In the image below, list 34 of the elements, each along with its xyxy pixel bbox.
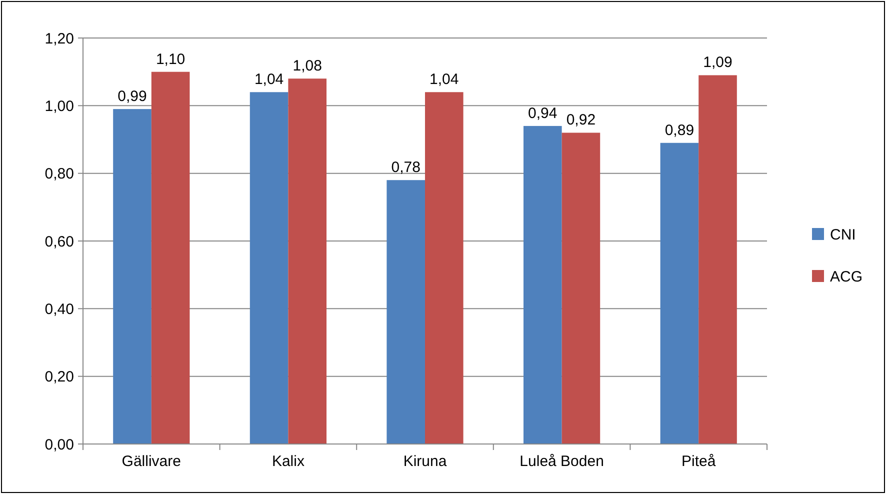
y-tick-label: 0,00 [44,436,74,454]
data-label: 1,08 [292,58,322,75]
bar [425,92,464,444]
data-label: 1,04 [430,71,459,88]
x-tick-label: Gällivare [122,453,181,470]
bar [386,180,425,444]
data-label: 0,89 [664,122,694,139]
bar [250,92,288,444]
data-label: 0,78 [391,159,420,176]
y-tick-label: 0,80 [44,166,74,183]
bar [523,126,562,444]
y-tick-label: 0,40 [44,300,74,318]
bar [698,75,737,444]
legend-label: CNI [830,226,856,244]
bar [151,72,190,444]
data-label: 1,09 [703,54,732,72]
data-label: 0,99 [118,88,147,106]
data-label: 0,92 [566,112,596,129]
x-tick-label: Kiruna [403,453,448,470]
x-tick-label: Piteå [682,453,716,470]
y-tick-label: 0,20 [44,368,74,386]
x-tick-label: Luleå Boden [520,453,604,470]
legend-label: ACG [830,268,863,286]
data-label: 1,10 [156,50,186,68]
bar [562,132,600,444]
data-label: 1,04 [254,71,284,88]
y-tick-label: 1,00 [44,98,74,115]
data-label: 0,94 [528,104,558,122]
y-tick-label: 1,20 [44,30,74,48]
bar [660,142,699,444]
y-tick-label: 0,60 [44,233,74,250]
bar [288,78,327,444]
x-tick-label: Kalix [272,453,305,470]
bar [113,109,152,444]
